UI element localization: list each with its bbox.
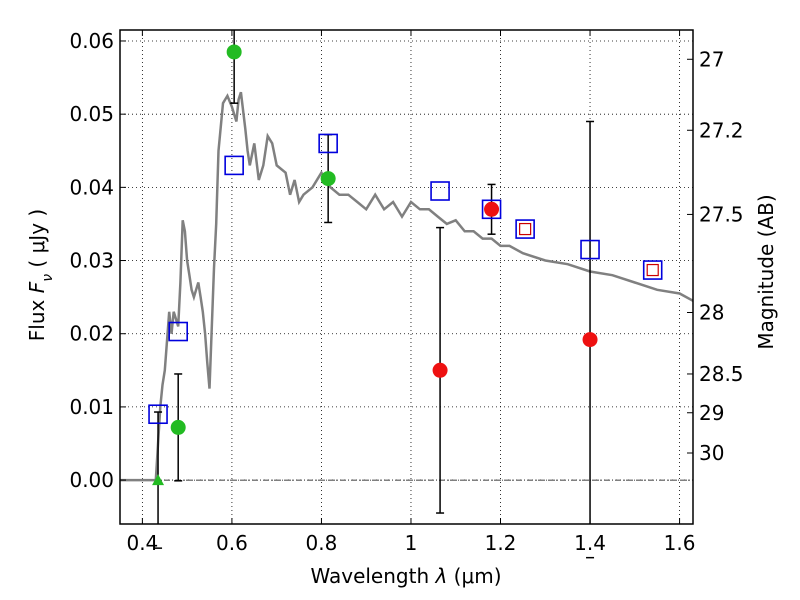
observed-point — [170, 419, 186, 435]
x-tick-label: 0.8 — [306, 531, 338, 555]
upper-limit-triangle — [152, 474, 165, 486]
model-point-square — [481, 199, 502, 220]
grid — [120, 30, 693, 524]
x-tick-label: 1 — [405, 531, 418, 555]
y-tick-label: 0.04 — [69, 175, 114, 199]
model-point-small-square — [646, 263, 659, 277]
model-point-square — [430, 181, 450, 201]
model-point-square — [318, 133, 338, 154]
y2-tick-label: 28.5 — [699, 362, 744, 386]
x-tick-label: 0.6 — [216, 531, 248, 555]
model-point-square — [580, 239, 600, 260]
observed-point — [320, 171, 336, 187]
y2-tick-label: 27 — [699, 47, 724, 71]
y2-axis-title: Magnitude (AB) — [754, 194, 778, 349]
y-tick-label: 0.06 — [69, 29, 114, 53]
y2-tick-label: 27.5 — [699, 202, 744, 226]
model-point-square — [148, 404, 168, 425]
y-tick-label: 0.03 — [69, 249, 114, 273]
x-tick-label: 1.2 — [485, 531, 517, 555]
y2-tick-label: 29 — [699, 401, 724, 425]
y-tick-label: 0.00 — [69, 468, 114, 492]
model-point-square — [224, 155, 244, 176]
y2-tick-label: 27.2 — [699, 118, 744, 142]
model-point-small-square — [519, 222, 532, 236]
x-tick-label: 1.4 — [574, 531, 606, 555]
x-tick-label: 1.6 — [664, 531, 696, 555]
y-tick-label: 0.01 — [69, 395, 114, 419]
observed-point — [582, 332, 598, 348]
x-tick-label: 0.4 — [126, 531, 158, 555]
x-axis-title: Wavelength λ (μm) — [310, 564, 501, 588]
model-point-square — [168, 321, 188, 342]
y-tick-label: 0.05 — [69, 102, 114, 126]
y2-tick-label: 28 — [699, 300, 724, 324]
model-point-square — [515, 219, 535, 239]
observed-point — [226, 44, 242, 60]
observed-point — [484, 201, 500, 217]
y2-tick-label: 30 — [699, 441, 724, 465]
observed-point — [432, 362, 448, 378]
y-axis-title: Flux Fν ( μJy ) — [25, 209, 56, 341]
plot-area — [120, 30, 693, 559]
model-point-square — [642, 260, 663, 280]
plot-frame — [119, 29, 694, 525]
y-tick-label: 0.02 — [69, 322, 114, 346]
model-sed-line — [120, 91, 693, 482]
ticks: 0.4 0.6 0.8 1 1.2 1.4 1.6 0.00 0.01 0.02 0.03 0.04 0… — [69, 29, 743, 555]
